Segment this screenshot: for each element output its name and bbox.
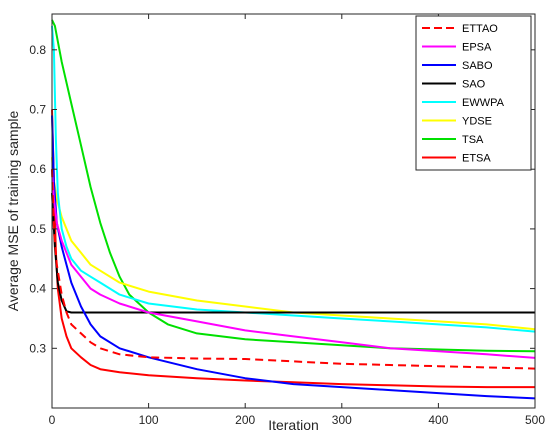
legend-label-tsa: TSA bbox=[462, 134, 484, 146]
y-axis-label: Average MSE of training sample bbox=[5, 111, 21, 312]
legend-label-ettao: ETTAO bbox=[462, 23, 498, 35]
x-tick-label: 0 bbox=[49, 413, 56, 427]
series-line-epsa bbox=[51, 169, 536, 359]
legend-label-epsa: EPSA bbox=[462, 42, 492, 54]
legend-label-sabo: SABO bbox=[462, 60, 493, 72]
series-line-ewwpa bbox=[51, 25, 536, 333]
plot-lines bbox=[51, 19, 536, 400]
legend: ETTAO EPSA SABO SAO EWWPA YDSE TSA ETSA bbox=[415, 15, 532, 171]
series-line-sao bbox=[51, 193, 535, 314]
series-line-ettao bbox=[51, 169, 536, 370]
legend-label-ydse: YDSE bbox=[462, 116, 492, 128]
y-tick-label: 0.6 bbox=[29, 162, 46, 176]
legend-label-sao: SAO bbox=[462, 79, 486, 91]
x-tick-label: 200 bbox=[235, 413, 255, 427]
legend-label-etsa: ETSA bbox=[462, 153, 491, 165]
legend-label-ewwpa: EWWPA bbox=[462, 97, 505, 109]
legend-box bbox=[415, 15, 532, 171]
y-tick-label: 0.5 bbox=[29, 222, 46, 236]
y-tick-label: 0.8 bbox=[29, 43, 46, 57]
plot-area-frame bbox=[51, 13, 536, 409]
series-line-sabo bbox=[51, 115, 536, 400]
x-tick-label: 500 bbox=[525, 413, 545, 427]
x-axis-label: Iteration bbox=[268, 417, 319, 433]
y-tick-label: 0.7 bbox=[29, 103, 46, 117]
y-tick-label: 0.3 bbox=[29, 341, 46, 355]
y-tick-label: 0.4 bbox=[29, 282, 46, 296]
x-tick-label: 400 bbox=[428, 413, 448, 427]
series-line-ydse bbox=[51, 157, 536, 331]
series-line-etsa bbox=[51, 109, 535, 389]
x-tick-label: 300 bbox=[332, 413, 352, 427]
x-tick-label: 100 bbox=[139, 413, 159, 427]
axis-ticks: 0 100 200 300 400 500 0.3 0.4 0.5 0.6 0.7 0.8 bbox=[29, 14, 545, 427]
